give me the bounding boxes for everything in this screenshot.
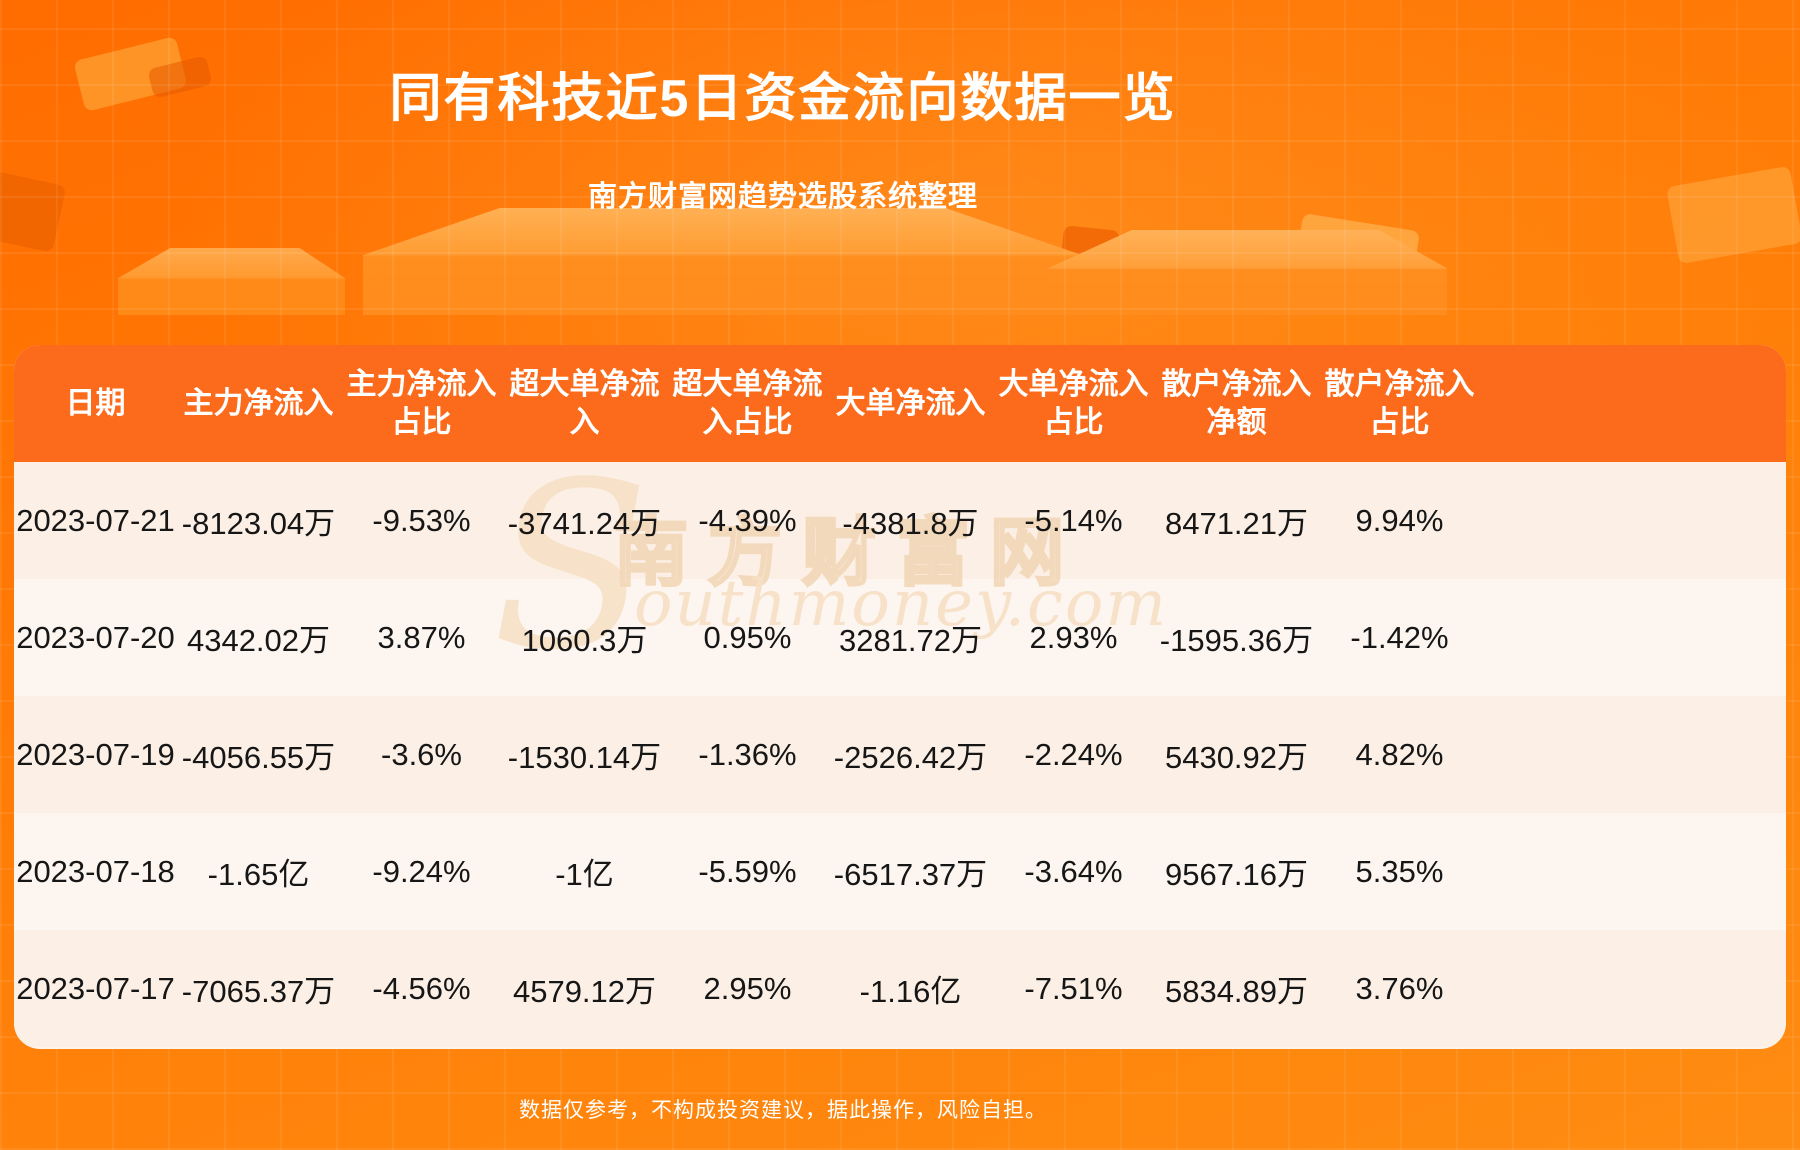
table-cell: -1530.14万 [507,740,662,775]
table-cell: -7.51% [1024,970,1123,1006]
table-row: 2023-07-18 -1.65亿 -9.24% -1亿 -5.59% -651… [14,813,1786,930]
table-row: 2023-07-21 -8123.04万 -9.53% -3741.24万 -4… [14,462,1786,579]
hero-header: 同有科技近5日资金流向数据一览 南方财富网趋势选股系统整理 [0,0,1566,215]
fund-flow-table: 日期 主力净流入 主力净流入 占比 超大单净流 入 超大单净流 入占比 大单净流… [14,345,1786,1049]
column-header-main-net-inflow-ratio: 主力净流入 占比 [346,368,497,439]
column-header-large-order-net-inflow: 大单净流入 [835,386,986,420]
column-header-date: 日期 [65,386,126,420]
table-cell: 3281.72万 [838,623,983,658]
table-cell: 3.87% [377,619,466,655]
table-cell: 5834.89万 [1164,974,1309,1009]
table-cell: -9.53% [372,502,471,538]
table-cell: -4056.55万 [181,740,336,775]
table-cell: -1.36% [698,736,797,772]
table-cell: 3.76% [1355,970,1444,1006]
table-cell: 0.95% [703,619,792,655]
page-subtitle: 南方财富网趋势选股系统整理 [587,181,978,213]
table-cell: -1.65亿 [207,857,310,892]
cell-date: 2023-07-17 [16,970,175,1006]
table-cell: -1亿 [555,857,614,892]
table-cell: -6517.37万 [833,857,988,892]
table-cell: -3.6% [381,736,462,772]
table-row: 2023-07-19 -4056.55万 -3.6% -1530.14万 -1.… [14,696,1786,813]
column-header-xl-order-net-inflow-ratio: 超大单净流 入占比 [672,368,823,439]
table-cell: 8471.21万 [1164,506,1309,541]
table-cell: -2.24% [1024,736,1123,772]
table-header-row: 日期 主力净流入 主力净流入 占比 超大单净流 入 超大单净流 入占比 大单净流… [14,345,1786,462]
table-cell: 1060.3万 [521,623,648,658]
table-cell: -3.64% [1024,853,1123,889]
cell-date: 2023-07-19 [16,736,175,772]
table-cell: 5.35% [1355,853,1444,889]
podium-3d-right [1048,230,1447,315]
table-cell: -1.42% [1350,619,1449,655]
table-row: 2023-07-17 -7065.37万 -4.56% 4579.12万 2.9… [14,930,1786,1047]
table-cell: 9.94% [1355,502,1444,538]
table-cell: 2.95% [703,970,792,1006]
podium-3d-center [363,208,1082,315]
table-cell: -9.24% [372,853,471,889]
table-cell: 5430.92万 [1164,740,1309,775]
table-cell: -5.59% [698,853,797,889]
table-row: 2023-07-20 4342.02万 3.87% 1060.3万 0.95% … [14,579,1786,696]
table-cell: -2526.42万 [833,740,988,775]
column-header-large-order-net-inflow-ratio: 大单净流入 占比 [998,368,1149,439]
table-cell: -4381.8万 [842,506,979,541]
table-cell: -1595.36万 [1159,623,1314,658]
podium-3d-left [118,248,345,315]
page-title: 同有科技近5日资金流向数据一览 [389,70,1177,128]
disclaimer-text: 数据仅参考，不构成投资建议，据此操作，风险自担。 [519,1099,1047,1122]
column-header-retail-net-inflow-ratio: 散户净流入 占比 [1324,368,1475,439]
table-cell: 4342.02万 [186,623,331,658]
table-cell: 9567.16万 [1164,857,1309,892]
column-header-main-net-inflow: 主力净流入 [183,386,334,420]
cell-date: 2023-07-18 [16,853,175,889]
table-cell: -8123.04万 [181,506,336,541]
column-header-xl-order-net-inflow: 超大单净流 入 [509,368,660,439]
table-cell: 2.93% [1029,619,1118,655]
cell-date: 2023-07-21 [16,502,175,538]
table-cell: 4579.12万 [512,974,657,1009]
table-cell: -1.16亿 [859,974,962,1009]
cell-date: 2023-07-20 [16,619,175,655]
column-header-retail-net-inflow: 散户净流入 净额 [1161,368,1312,439]
table-cell: -7065.37万 [181,974,336,1009]
table-cell: -3741.24万 [507,506,662,541]
table-cell: 4.82% [1355,736,1444,772]
table-cell: -4.39% [698,502,797,538]
table-cell: -5.14% [1024,502,1123,538]
table-cell: -4.56% [372,970,471,1006]
